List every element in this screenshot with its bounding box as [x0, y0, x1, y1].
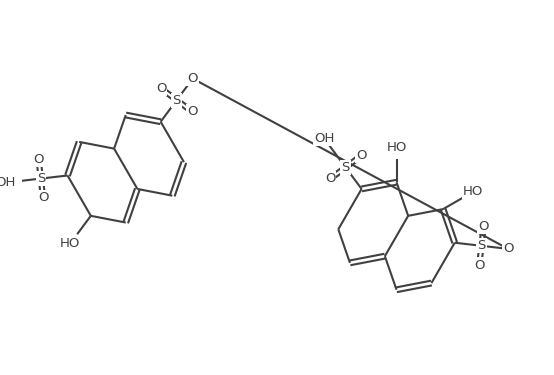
Text: HO: HO	[60, 237, 80, 250]
Text: O: O	[503, 242, 514, 255]
Text: S: S	[37, 172, 45, 185]
Text: HO: HO	[463, 185, 483, 198]
Text: S: S	[477, 239, 486, 252]
Text: HO: HO	[386, 141, 407, 154]
Text: OH: OH	[314, 132, 335, 146]
Text: O: O	[479, 220, 489, 233]
Text: O: O	[38, 191, 48, 204]
Text: OH: OH	[0, 176, 16, 189]
Text: O: O	[187, 72, 198, 85]
Text: S: S	[341, 161, 350, 174]
Text: O: O	[474, 258, 484, 272]
Text: O: O	[356, 149, 366, 162]
Text: O: O	[325, 172, 335, 185]
Text: O: O	[156, 82, 166, 95]
Text: O: O	[33, 153, 44, 166]
Text: O: O	[187, 105, 197, 118]
Text: S: S	[172, 94, 181, 106]
